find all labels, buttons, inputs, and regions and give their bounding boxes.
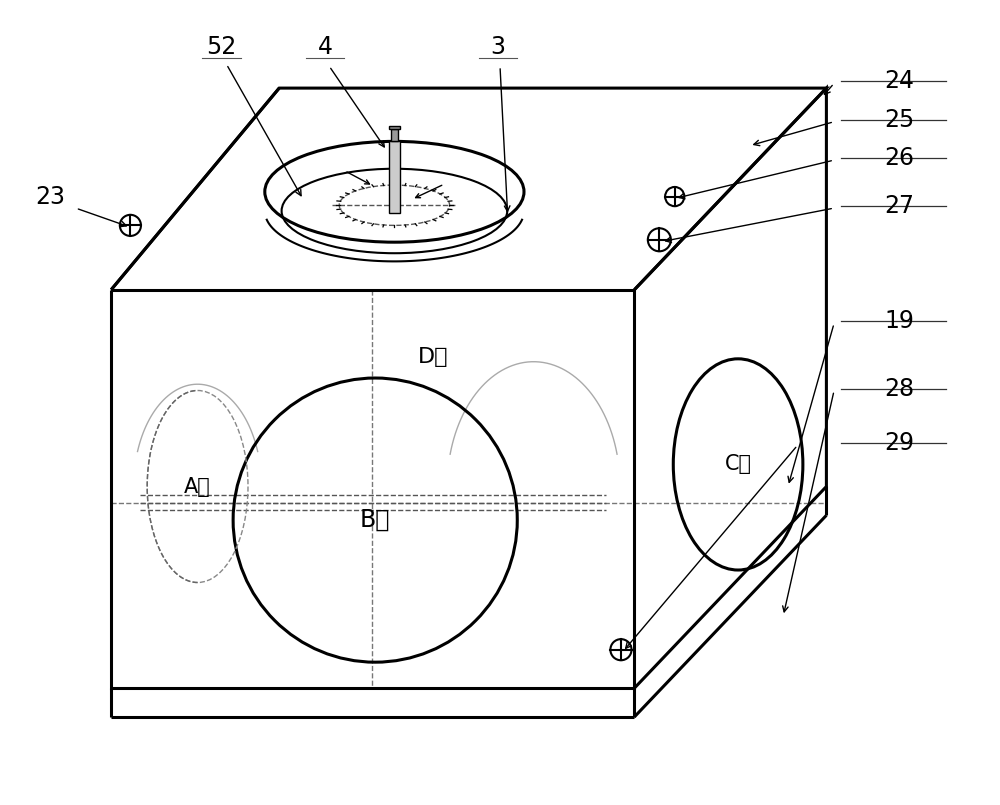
Text: 29: 29 xyxy=(884,431,914,456)
Bar xyxy=(389,126,400,130)
Text: A侧: A侧 xyxy=(184,477,211,497)
Text: 23: 23 xyxy=(36,184,66,208)
Text: 19: 19 xyxy=(884,309,914,333)
Text: 3: 3 xyxy=(491,35,506,59)
Bar xyxy=(391,130,398,141)
Text: C侧: C侧 xyxy=(725,454,752,474)
Text: 28: 28 xyxy=(884,377,914,401)
Text: 52: 52 xyxy=(206,35,237,59)
Text: 25: 25 xyxy=(884,108,914,132)
Bar xyxy=(389,141,400,213)
Text: 27: 27 xyxy=(884,194,914,218)
Text: 26: 26 xyxy=(884,147,914,170)
Text: 24: 24 xyxy=(884,69,914,93)
Text: B侧: B侧 xyxy=(360,508,390,532)
Text: 4: 4 xyxy=(318,35,333,59)
Text: D侧: D侧 xyxy=(418,347,448,367)
